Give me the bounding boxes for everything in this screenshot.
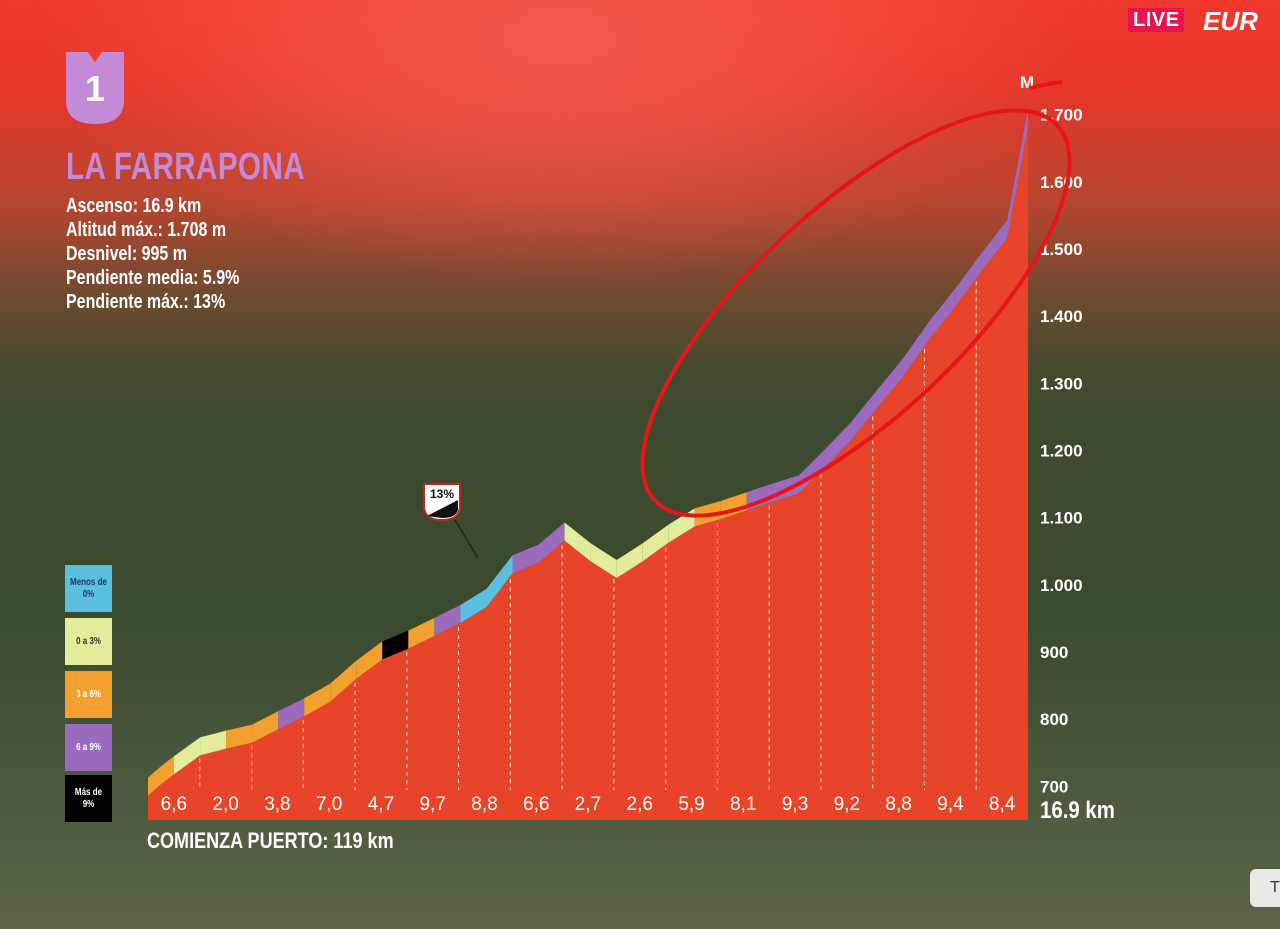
gradient-band — [330, 660, 357, 702]
segment-gradient-label: 6,6 — [161, 794, 187, 815]
segment-gradient-label: 7,0 — [316, 794, 342, 815]
stat-max-altitude: Altitud máx.: 1.708 m — [66, 219, 227, 241]
segment-gradient-label: 9,3 — [782, 794, 808, 815]
climb-title: LA FARRAPONA — [66, 146, 306, 188]
gradient-band — [486, 555, 513, 607]
gradient-band — [955, 253, 982, 307]
gradient-band — [278, 698, 305, 730]
segment-gradient-label: 9,4 — [937, 794, 964, 815]
stat-elevation-gain: Desnivel: 995 m — [66, 243, 187, 265]
gradient-band — [642, 524, 669, 562]
gradient-band — [161, 756, 175, 785]
climb-stats: Ascenso: 16.9 km Altitud máx.: 1.708 m D… — [66, 194, 239, 314]
climb-start-label: COMIENZA PUERTO: 119 km — [147, 828, 394, 853]
gradient-band — [538, 522, 565, 563]
gradient-band — [1007, 109, 1028, 239]
segment-gradient-label: 6,6 — [523, 794, 549, 815]
gradient-band — [981, 220, 1008, 272]
y-axis-tick-label: 1.200 — [1040, 442, 1083, 461]
y-axis-tick-label: 900 — [1040, 643, 1068, 662]
segment-gradient-label: 8,1 — [730, 794, 756, 815]
y-axis-tick-label: 1.500 — [1040, 240, 1083, 259]
stat-ascent: Ascenso: 16.9 km — [66, 195, 202, 217]
y-axis-tick-label: 1.600 — [1040, 173, 1083, 192]
max-gradient-pointer — [454, 519, 479, 559]
y-axis-tick-label: 1.400 — [1040, 307, 1083, 326]
gradient-band — [174, 737, 201, 775]
gradient-band — [148, 766, 162, 796]
stat-max-gradient: Pendiente máx.: 13% — [66, 291, 226, 313]
gradient-band — [929, 288, 956, 340]
brand-logo: EUR — [1203, 6, 1258, 36]
stage-number: 1 — [84, 68, 106, 109]
max-gradient-ramp-icon — [427, 500, 458, 518]
annotation-circle-tail — [1029, 80, 1063, 90]
legend-3-6: 3 a 6% — [65, 671, 112, 718]
gradient-band — [356, 641, 383, 679]
segment-gradient-label: 3,8 — [264, 794, 290, 815]
segment-gradient-label: 2,7 — [575, 794, 601, 815]
segment-gradient-label: 4,7 — [368, 794, 394, 815]
gradient-band — [252, 711, 279, 743]
max-gradient-text: 13% — [430, 487, 454, 501]
climb-distance-label: 16.9 km — [1040, 797, 1115, 824]
gradient-band — [200, 730, 227, 756]
gradient-band — [824, 422, 851, 468]
gradient-band — [226, 724, 253, 749]
profile-area — [148, 127, 1028, 820]
y-axis-tick-label: 1.300 — [1040, 374, 1083, 393]
stat-average-gradient: Pendiente media: 5.9% — [66, 267, 240, 289]
gradient-band — [564, 522, 591, 562]
y-axis-tick-label: 700 — [1040, 777, 1068, 796]
y-axis-tick-label: 800 — [1040, 710, 1068, 729]
segment-gradient-label: 8,8 — [471, 794, 497, 815]
gradient-band — [903, 321, 930, 377]
gradient-band — [460, 588, 487, 624]
segment-gradient-label: 2,0 — [212, 794, 238, 815]
gradient-band — [434, 605, 461, 636]
gradient-band — [512, 544, 539, 574]
segment-gradient-label: 8,4 — [989, 794, 1016, 815]
side-panel-button[interactable]: T — [1250, 869, 1280, 907]
legend-6-9: 6 a 9% — [65, 724, 112, 771]
segment-gradient-label: 8,8 — [885, 794, 911, 815]
segment-gradient-label: 9,7 — [419, 794, 445, 815]
segment-gradient-label: 5,9 — [678, 794, 704, 815]
y-axis-tick-label: 1.000 — [1040, 576, 1083, 595]
gradient-band — [382, 630, 409, 660]
gradient-band — [616, 543, 643, 579]
annotation-circle — [640, 108, 1072, 518]
live-badge: LIVE — [1128, 8, 1185, 32]
legend-gt9: Más de 9% — [65, 775, 112, 822]
stage-shield-icon — [66, 52, 124, 124]
gradient-band — [304, 683, 331, 717]
gradient-band — [850, 390, 877, 441]
legend-lt0: Menos de 0% — [65, 565, 112, 612]
segment-gradient-label: 9,2 — [834, 794, 860, 815]
segment-gradient-label: 2,6 — [627, 794, 653, 815]
legend-0-3: 0 a 3% — [65, 618, 112, 665]
y-axis-tick-label: 1.100 — [1040, 509, 1083, 528]
gradient-band — [408, 617, 435, 649]
gradient-band — [590, 543, 617, 579]
gradient-band — [876, 358, 904, 409]
